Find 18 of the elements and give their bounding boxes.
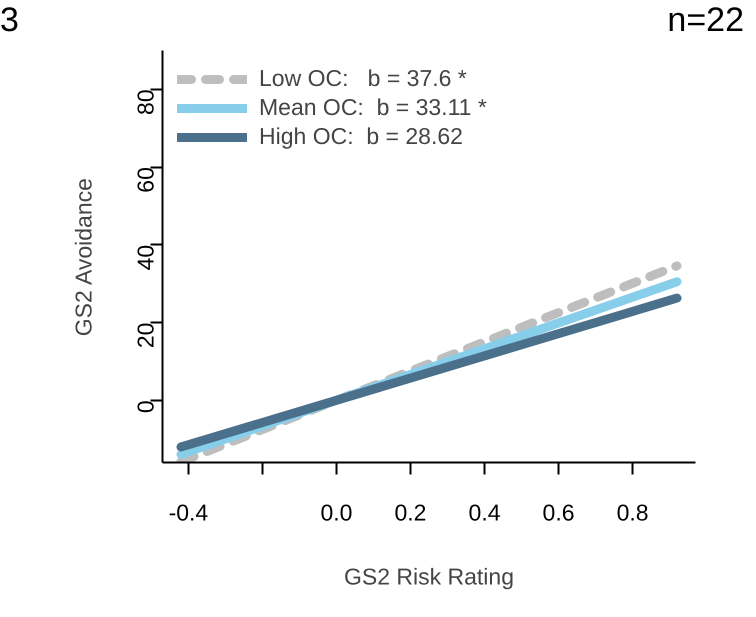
y-tick-label: 0 bbox=[132, 400, 158, 414]
legend-label: Low OC: b = 37.6 * bbox=[259, 65, 467, 92]
y-tick-label: 80 bbox=[132, 89, 158, 115]
x-tick-label: 0.6 bbox=[542, 500, 575, 526]
y-tick-label: 60 bbox=[132, 167, 158, 193]
y-tick-label: 40 bbox=[132, 244, 158, 270]
x-tick-label: -0.4 bbox=[168, 500, 208, 526]
x-axis-title: GS2 Risk Rating bbox=[344, 564, 514, 590]
y-tick-label: 20 bbox=[132, 322, 158, 348]
text: n=22 bbox=[667, 0, 744, 40]
x-tick-label: 0.8 bbox=[616, 500, 649, 526]
legend-label: Mean OC: b = 33.11 * bbox=[259, 94, 487, 121]
y-axis-title: GS2 Avoidance bbox=[70, 178, 96, 336]
x-tick-label: 0.2 bbox=[394, 500, 426, 526]
text: 0.0 bbox=[320, 500, 352, 526]
x-tick-label: 0.4 bbox=[468, 500, 501, 526]
legend-label: High OC: b = 28.62 bbox=[259, 123, 463, 150]
text: 3 bbox=[0, 0, 19, 40]
